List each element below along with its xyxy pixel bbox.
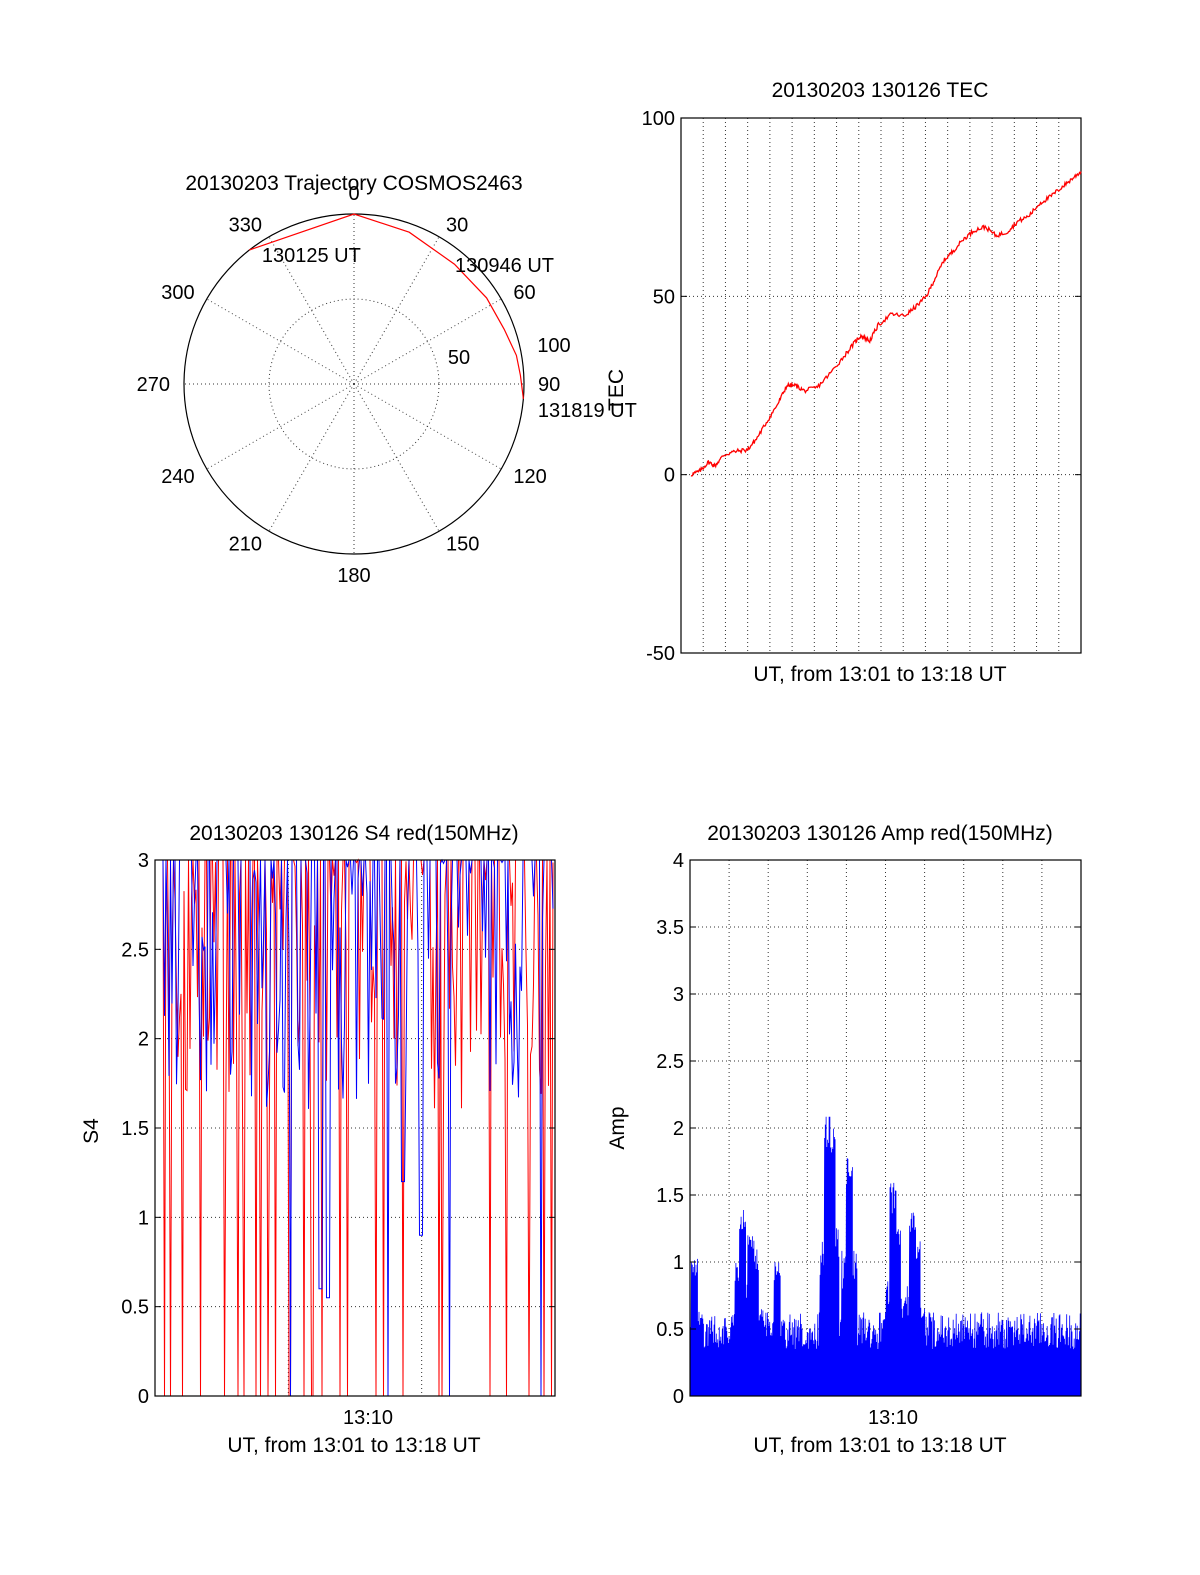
s4-ylabel: S4 bbox=[80, 1118, 103, 1144]
y-tick-label-4: 4 bbox=[673, 850, 684, 872]
trajectory-line bbox=[249, 213, 524, 399]
polar-spoke bbox=[353, 236, 440, 385]
y-tick-label-2: 2 bbox=[138, 1029, 149, 1051]
y-tick-label-3: 3 bbox=[673, 984, 684, 1006]
y-tick-label-2.5: 2.5 bbox=[656, 1051, 684, 1073]
polar-spoke bbox=[353, 298, 502, 385]
polar-plot: 20130203 Trajectory COSMOS2463 0 30 60 90 12… bbox=[137, 172, 637, 587]
polar-spoke bbox=[353, 383, 440, 532]
amp-blue-series bbox=[689, 1116, 1082, 1397]
azimuth-label-210: 210 bbox=[229, 533, 262, 555]
y-tick-label-1.5: 1.5 bbox=[121, 1118, 149, 1140]
polar-grid bbox=[184, 214, 524, 554]
s4-series bbox=[162, 858, 554, 1397]
tec-title: 20130203 130126 TEC bbox=[772, 79, 989, 102]
amp-title: 20130203 130126 Amp red(150MHz) bbox=[707, 822, 1053, 845]
azimuth-label-120: 120 bbox=[513, 466, 546, 488]
tec-series-line bbox=[690, 171, 1082, 477]
azimuth-label-60: 60 bbox=[513, 282, 535, 304]
s4-y-ticks: 3 2.5 2 1.5 1 0.5 0 bbox=[121, 850, 555, 1408]
tec-grid bbox=[681, 118, 1081, 653]
trajectory-label-0: 130125 UT bbox=[262, 245, 361, 267]
polar-title: 20130203 Trajectory COSMOS2463 bbox=[185, 172, 522, 195]
y-tick-label-0.5: 0.5 bbox=[121, 1297, 149, 1319]
trajectory-label-2: 131819 UT bbox=[538, 400, 637, 422]
azimuth-label-240: 240 bbox=[161, 466, 194, 488]
polar-spoke bbox=[353, 383, 502, 470]
tec-y-ticks: 100 50 0 -50 bbox=[642, 108, 1081, 665]
azimuth-label-180: 180 bbox=[337, 565, 370, 587]
y-tick-label-1: 1 bbox=[673, 1252, 684, 1274]
amp-grid bbox=[690, 860, 1081, 1396]
tec-xlabel: UT, from 13:01 to 13:18 UT bbox=[753, 663, 1006, 686]
trajectory-labels: 130125 UT 130946 UT 131819 UT bbox=[262, 245, 637, 422]
trajectory-label-1: 130946 UT bbox=[455, 255, 554, 277]
y-tick-label-0: 0 bbox=[138, 1386, 149, 1408]
amp-xlabel: UT, from 13:01 to 13:18 UT bbox=[753, 1434, 1006, 1457]
y-tick-label-100: 100 bbox=[642, 108, 675, 130]
s4-plot: 20130203 130126 S4 red(150MHz) 3 2.5 2 1.5 1… bbox=[80, 822, 556, 1457]
y-tick-label--50: -50 bbox=[646, 643, 675, 665]
y-tick-label-0.5: 0.5 bbox=[656, 1319, 684, 1341]
amp-series bbox=[689, 1116, 1082, 1397]
y-tick-label-50: 50 bbox=[653, 286, 675, 308]
y-tick-label-3: 3 bbox=[138, 850, 149, 872]
y-tick-label-0: 0 bbox=[673, 1386, 684, 1408]
y-tick-label-2.5: 2.5 bbox=[121, 939, 149, 961]
amp-ylabel: Amp bbox=[606, 1106, 629, 1149]
y-tick-label-0: 0 bbox=[664, 465, 675, 487]
polar-spoke bbox=[268, 236, 355, 385]
amp-plot: 20130203 130126 Amp red(150MHz) 4 3.5 3 2.5… bbox=[606, 822, 1082, 1457]
y-tick-label-3.5: 3.5 bbox=[656, 917, 684, 939]
y-tick-label-2: 2 bbox=[673, 1118, 684, 1140]
polar-spoke bbox=[206, 383, 355, 470]
s4-xtick-1310: 13:10 bbox=[343, 1407, 393, 1429]
s4-blue-series bbox=[162, 858, 554, 1397]
amp-xtick-1310: 13:10 bbox=[868, 1407, 918, 1429]
azimuth-label-30: 30 bbox=[446, 215, 468, 237]
elevation-ring-label-50: 50 bbox=[448, 347, 470, 369]
y-tick-label-1: 1 bbox=[138, 1207, 149, 1229]
tec-plot: 20130203 130126 TEC 100 50 0 -50 UT, from 1… bbox=[605, 79, 1082, 686]
y-tick-label-1.5: 1.5 bbox=[656, 1185, 684, 1207]
azimuth-label-90: 90 bbox=[538, 374, 560, 396]
elevation-ring-label-100: 100 bbox=[537, 335, 570, 357]
azimuth-label-330: 330 bbox=[229, 215, 262, 237]
polar-azimuth-labels: 0 30 60 90 120 150 180 210 240 270 300 330 bbox=[137, 183, 561, 587]
tec-ylabel: TEC bbox=[605, 369, 628, 411]
polar-spoke bbox=[206, 298, 355, 385]
azimuth-label-300: 300 bbox=[161, 282, 194, 304]
amp-y-ticks: 4 3.5 3 2.5 2 1.5 1 0.5 0 bbox=[656, 850, 1081, 1408]
s4-xlabel: UT, from 13:01 to 13:18 UT bbox=[227, 1434, 480, 1457]
polar-spoke bbox=[268, 383, 355, 532]
azimuth-label-270: 270 bbox=[137, 374, 170, 396]
azimuth-label-0: 0 bbox=[348, 183, 359, 205]
azimuth-label-150: 150 bbox=[446, 533, 479, 555]
tec-frame bbox=[680, 117, 1082, 654]
s4-title: 20130203 130126 S4 red(150MHz) bbox=[189, 822, 518, 845]
